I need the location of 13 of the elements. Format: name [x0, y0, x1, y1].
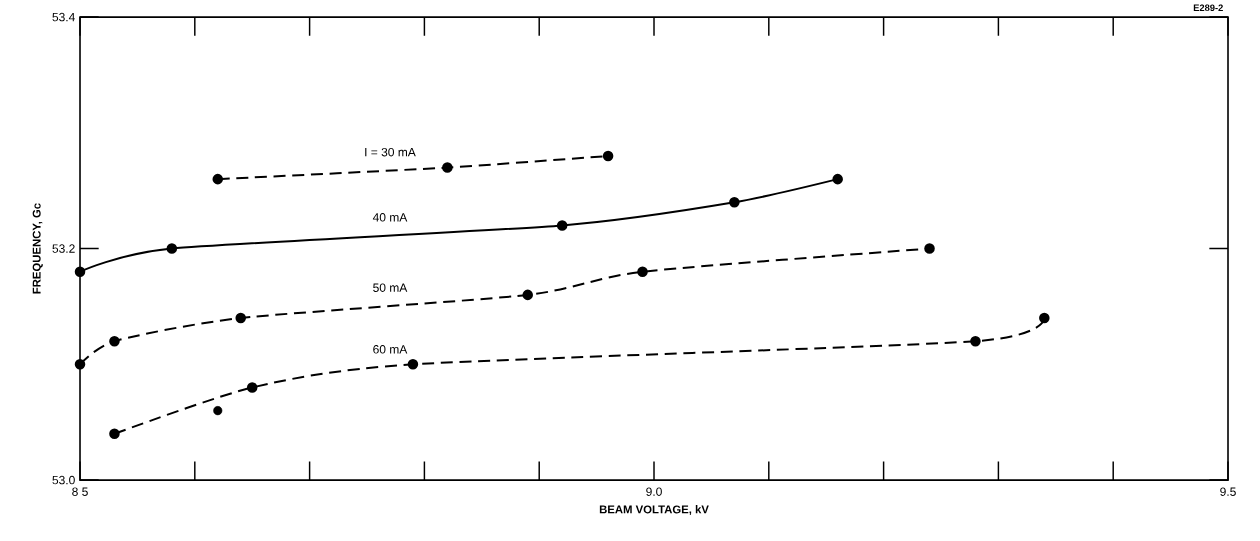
x-tick-label: 9.5 [1220, 487, 1236, 496]
x-tick-label: 9.0 [646, 487, 662, 496]
y-tick-label: 53.2 [52, 244, 75, 253]
series-label: I = 30 mA [365, 147, 416, 157]
x-tick-label: 8 5 [72, 487, 88, 496]
text: E289-2 [1193, 4, 1223, 11]
series-label: 50 mA [373, 283, 408, 292]
y-tick-label: 53.0 [52, 475, 75, 485]
x-axis-title: BEAM VOLTAGE, kV [599, 505, 709, 516]
series-label: 60 mA [373, 345, 408, 354]
y-axis-title: FREQUENCY, Gc [32, 203, 43, 294]
series-label: 40 mA [372, 213, 408, 222]
y-tick-label: 53.4 [52, 12, 75, 22]
